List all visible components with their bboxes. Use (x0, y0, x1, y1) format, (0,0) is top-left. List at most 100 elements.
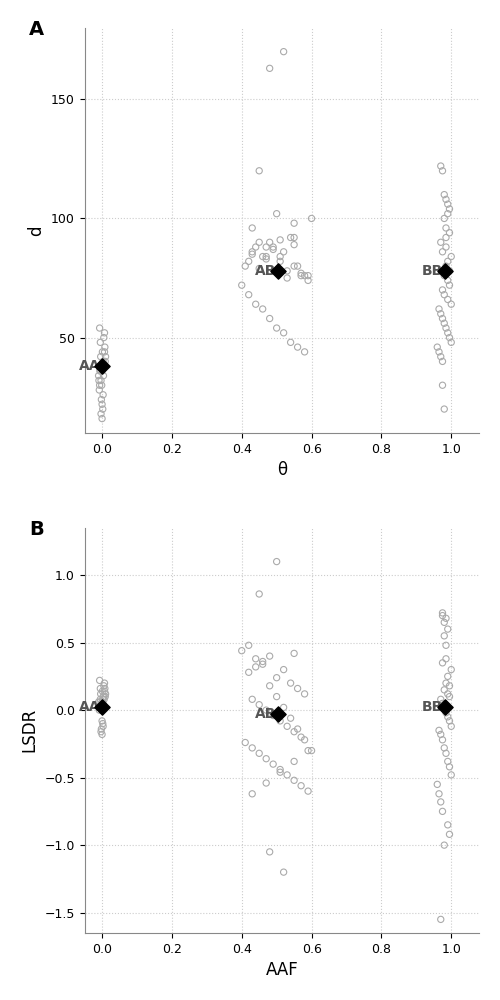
Point (252, 296, 260, 312)
Point (294, 258, 302, 274)
Point (238, 277, 246, 293)
Point (440, 187, 448, 203)
Point (96, 363, 104, 379)
Point (96, 694, 104, 710)
Text: BB: BB (422, 700, 443, 714)
Point (446, 225, 454, 241)
Point (300, 344, 308, 360)
Point (98, 377, 106, 393)
Point (100, 697, 108, 713)
Point (95, 699, 103, 715)
Point (276, 713, 284, 729)
Point (98, 396, 106, 412)
Point (274, 706, 282, 722)
Point (440, 837, 448, 853)
Point (444, 253, 452, 269)
Point (440, 699, 448, 715)
Point (100, 675, 108, 691)
Point (258, 656, 266, 672)
Point (238, 643, 246, 659)
Point (437, 726, 445, 742)
Point (248, 244, 256, 260)
Point (241, 258, 249, 274)
Point (262, 702, 270, 718)
Point (98, 721, 106, 737)
Point (290, 772, 298, 788)
Point (98, 344, 106, 360)
Point (286, 230, 294, 246)
Point (438, 311, 446, 327)
Point (444, 709, 452, 725)
Text: B: B (30, 520, 44, 539)
Point (442, 699, 450, 715)
Point (97, 697, 105, 713)
Point (244, 637, 252, 653)
Point (101, 353, 109, 369)
Point (96, 377, 104, 393)
Point (437, 794, 445, 810)
Point (96, 699, 104, 715)
Point (266, 844, 274, 860)
Point (280, 44, 287, 60)
Point (444, 817, 452, 833)
Point (438, 163, 446, 179)
Point (447, 334, 455, 350)
Point (101, 681, 109, 697)
Point (447, 662, 455, 678)
Point (255, 745, 263, 761)
Point (100, 344, 108, 360)
Point (440, 315, 448, 331)
Point (262, 251, 270, 267)
Point (96, 702, 104, 718)
Point (297, 729, 305, 745)
Point (262, 239, 270, 255)
Point (286, 334, 294, 350)
Point (266, 311, 274, 327)
Point (444, 272, 452, 288)
Point (438, 732, 446, 748)
Point (440, 614, 448, 630)
Point (294, 721, 302, 737)
Point (98, 363, 106, 379)
Point (446, 713, 454, 729)
Point (95, 372, 103, 388)
Point (440, 740, 448, 756)
Point (446, 689, 454, 705)
Point (96, 691, 104, 707)
Point (442, 320, 450, 336)
Point (294, 681, 302, 697)
Point (438, 608, 446, 624)
Point (269, 756, 277, 772)
Point (290, 215, 298, 231)
Point (290, 753, 298, 769)
Point (99, 353, 107, 369)
Point (266, 648, 274, 664)
Point (286, 675, 294, 691)
Point (447, 767, 455, 783)
Point (258, 249, 266, 265)
Y-axis label: LSDR: LSDR (21, 708, 39, 752)
Point (444, 753, 452, 769)
Point (437, 911, 445, 927)
Point (442, 230, 450, 246)
Text: AB: AB (255, 264, 276, 278)
Point (248, 740, 256, 756)
Point (280, 662, 287, 678)
Text: AB: AB (255, 707, 276, 721)
Point (98, 726, 106, 742)
Point (435, 722, 443, 738)
Y-axis label: d: d (28, 225, 46, 236)
Point (442, 191, 450, 207)
Point (255, 234, 263, 250)
Point (290, 237, 298, 253)
Point (304, 783, 312, 799)
Point (269, 708, 277, 724)
Point (96, 672, 104, 688)
Point (300, 732, 308, 748)
Point (262, 751, 270, 767)
Point (308, 743, 316, 759)
Point (297, 778, 305, 794)
X-axis label: θ: θ (277, 461, 287, 479)
Point (266, 60, 274, 76)
Point (94, 694, 102, 710)
